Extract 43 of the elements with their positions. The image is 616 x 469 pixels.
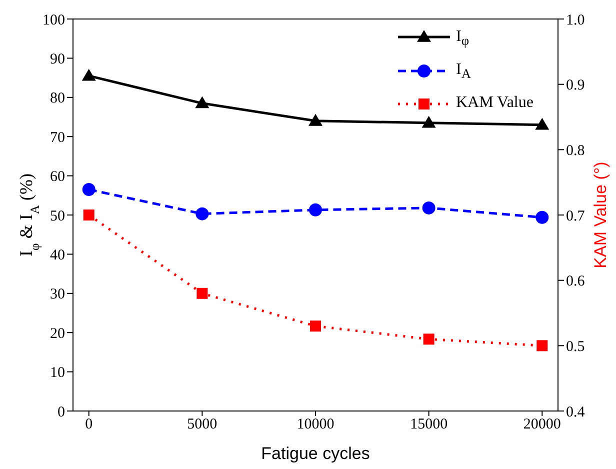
y-tick-label: 100 [42,12,65,28]
y2-tick-label: 0.4 [566,404,586,420]
x-tick-label: 5000 [187,416,218,433]
y-tick-label: 40 [50,248,65,264]
y2-tick-label: 0.7 [566,208,586,224]
point [196,288,208,299]
y2-tick-label: 0.9 [566,78,585,94]
y2-tick-label: 0.8 [566,142,585,159]
point [83,210,94,220]
point [195,96,210,108]
x-tick-label: 0 [85,416,93,433]
x-axis-title: Fatigue cycles [261,444,370,463]
y2-tick-label: 0.5 [566,338,585,355]
y-tick-label: 20 [50,326,65,342]
y-tick-label: 0 [58,404,65,420]
point [536,340,548,352]
legend-label: KAM Value [456,94,534,112]
y2-axis-title: KAM Value (°) [591,162,610,268]
y2-tick-label: 1.0 [566,12,585,28]
y-tick-label: 10 [50,365,65,382]
point [535,118,550,130]
point [536,210,549,224]
point [82,183,96,196]
x-tick-label: 15000 [410,416,448,433]
legend-label: I$_{φ}$ [456,28,470,48]
point [309,203,322,216]
point [308,114,322,126]
x-tick-label: 10000 [296,416,334,433]
point [422,201,436,214]
point [423,334,434,345]
y2-tick-label: 0.6 [566,274,586,290]
legend-label: I$_{A}$ [456,61,471,82]
y-tick-label: 50 [50,208,65,224]
point [310,320,321,332]
x-tick-label: 20000 [523,416,561,433]
y-tick-label: 80 [50,90,65,107]
y-tick-label: 70 [50,130,65,146]
y-tick-label: 30 [50,286,65,303]
point [422,116,436,128]
point [196,207,209,220]
y-tick-label: 60 [50,169,65,186]
point [82,68,96,81]
y-tick-label: 90 [50,52,65,68]
